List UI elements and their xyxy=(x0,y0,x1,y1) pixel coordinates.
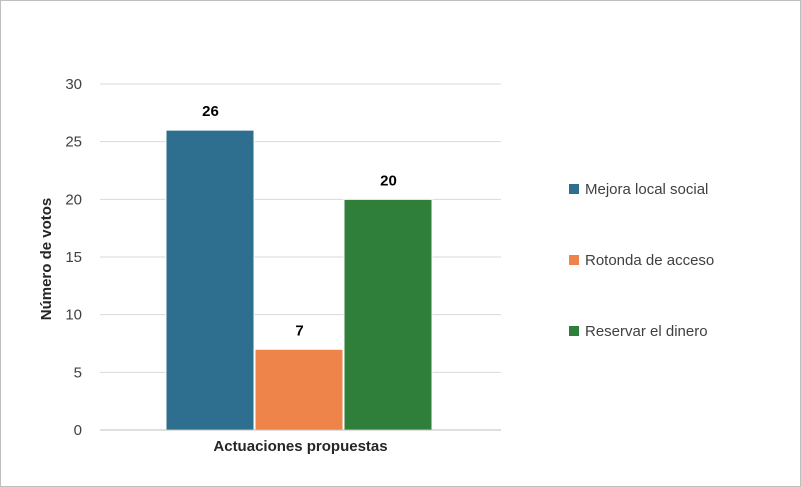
y-tick-label: 20 xyxy=(65,191,82,208)
bar xyxy=(165,129,255,431)
bar xyxy=(343,198,433,431)
y-tick-label: 25 xyxy=(65,134,82,151)
y-tick-label: 15 xyxy=(65,249,82,266)
bars xyxy=(165,129,433,431)
legend-swatch xyxy=(569,255,579,265)
data-label: 20 xyxy=(380,172,397,189)
bar xyxy=(254,348,344,431)
y-tick-label: 10 xyxy=(65,307,82,324)
data-label: 26 xyxy=(202,103,219,120)
data-label: 7 xyxy=(295,322,303,339)
x-axis-title: Actuaciones propuestas xyxy=(213,438,387,455)
y-axis-ticks: 0 5 10 15 20 25 30 xyxy=(65,76,82,439)
legend-label: Mejora local social xyxy=(585,181,708,198)
y-tick-label: 5 xyxy=(74,364,82,381)
y-tick-label: 0 xyxy=(74,422,82,439)
y-tick-label: 30 xyxy=(65,76,82,93)
legend-label: Reservar el dinero xyxy=(585,323,708,340)
legend-swatch xyxy=(569,326,579,336)
data-labels: 26 7 20 xyxy=(202,103,397,339)
legend: Mejora local social Rotonda de acceso Rese… xyxy=(569,181,714,340)
legend-label: Rotonda de acceso xyxy=(585,252,714,269)
legend-swatch xyxy=(569,184,579,194)
y-axis-title: Número de votos xyxy=(38,198,55,321)
